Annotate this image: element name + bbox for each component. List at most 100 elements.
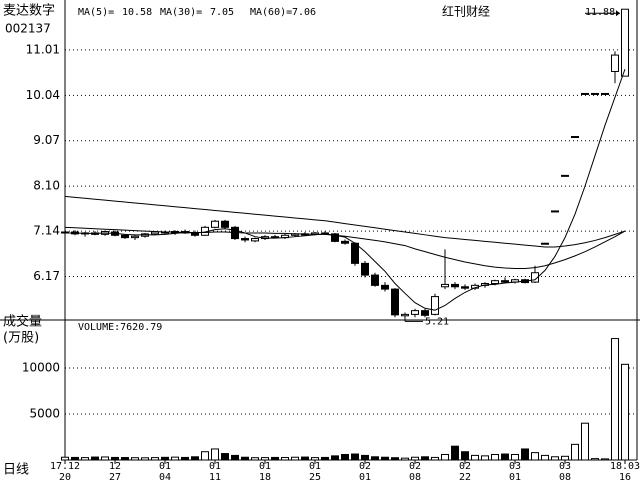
x-tick-label: 01 [359,472,371,480]
x-tick-label: 03 [509,461,521,472]
volume-bar [561,455,569,461]
y-tick-label: 6.17 [33,269,60,283]
candle-body [251,238,259,242]
max-arrowhead [616,10,620,17]
candle-body [341,240,349,244]
candle-body [551,210,559,213]
candle-body [611,54,619,72]
candle-body [571,136,579,139]
volume-bar [191,456,199,461]
volume-bar [91,456,99,461]
candle-body [241,238,249,241]
volume-bar [521,448,529,461]
volume-bar [221,453,229,461]
volume-bar [581,422,589,461]
stock-name: 麦达数字 [3,4,55,19]
candle-body [131,235,139,239]
candle-body [621,8,629,77]
volume-bar [351,453,359,461]
candle-body [461,286,469,289]
volume-bar [531,452,539,461]
x-tick-label: 02 [409,461,421,472]
volume-bar [211,448,219,461]
volume-bar [161,456,169,461]
volume-bar [301,456,309,461]
volume-bar [271,456,279,461]
source: 红刊财经 [442,4,490,19]
x-tick-label: 03 [559,461,571,472]
x-tick-label: 08 [409,472,421,480]
volume-bar [141,457,149,461]
x-tick-label: 08 [559,472,571,480]
candle-body [391,288,399,316]
x-tick-label: 11 [209,472,221,480]
volume-bar [61,456,69,461]
x-tick-label: 02 [459,461,471,472]
candle-body [501,280,509,283]
x-tick-label: 18 [259,472,271,480]
volume-bar [101,456,109,461]
candle-body [361,262,369,276]
volume-bar [71,456,79,461]
volume-bar [431,456,439,461]
y-tick-label: 9.07 [33,133,60,147]
x-tick-label: 04 [159,472,171,480]
volume-bar [551,456,559,461]
volume-bar [171,456,179,461]
volume-bar [421,456,429,461]
x-tick-label: 27 [109,472,121,480]
x-tick-label: 01 [209,461,221,472]
volume-bar [291,456,299,461]
x-tick-label: 18.03 [610,461,640,472]
volume-tick-label: 10000 [22,361,60,375]
volume-unit: (万股) [3,331,39,346]
y-tick-label: 11.01 [26,42,60,56]
volume-bar [411,456,419,461]
volume-bar [591,458,599,461]
volume-bar [491,453,499,461]
volume-bar [311,457,319,461]
volume-bar [481,455,489,461]
moving-average [64,195,626,248]
volume-bar [81,457,89,461]
x-tick-label: 22 [459,472,471,480]
candle-body [121,234,129,239]
candle-body [531,272,539,283]
volume-bar [261,457,269,461]
ma-legend-value: 7.05 [210,7,234,18]
volume-bar [401,457,409,461]
max-label: 11.88 [585,7,615,18]
candle-body [431,296,439,315]
x-tick-label: 01 [259,461,271,472]
x-tick-label: 12 [109,461,121,472]
volume-bar [381,456,389,461]
stock-code: 002137 [5,22,51,36]
ma-legend-name: MA(5)= [78,7,114,18]
volume-bar [111,456,119,461]
moving-average [65,68,626,311]
candle-body [401,313,409,317]
ma-legend-value: 7.06 [292,7,316,18]
volume-bar [541,454,549,461]
volume-bar [331,455,339,461]
ma-legend-value: 10.58 [122,7,152,18]
ma-legend-name: MA(30)= [160,7,202,18]
volume-bar [391,457,399,461]
volume-bar [341,453,349,461]
volume-bar [181,456,189,461]
volume-bar [151,457,159,461]
y-tick-label: 10.04 [26,88,60,102]
volume-bar [441,453,449,461]
y-tick-label: 8.10 [33,179,60,193]
volume-bar [471,454,479,461]
x-tick-label: 01 [309,461,321,472]
moving-average [64,226,626,270]
candle-body [561,174,569,177]
volume-bar [121,457,129,461]
x-tick-label: 01 [509,472,521,480]
x-tick-label: 25 [309,472,321,480]
candle-body [441,283,449,288]
volume-tick-label: 5000 [29,407,60,421]
